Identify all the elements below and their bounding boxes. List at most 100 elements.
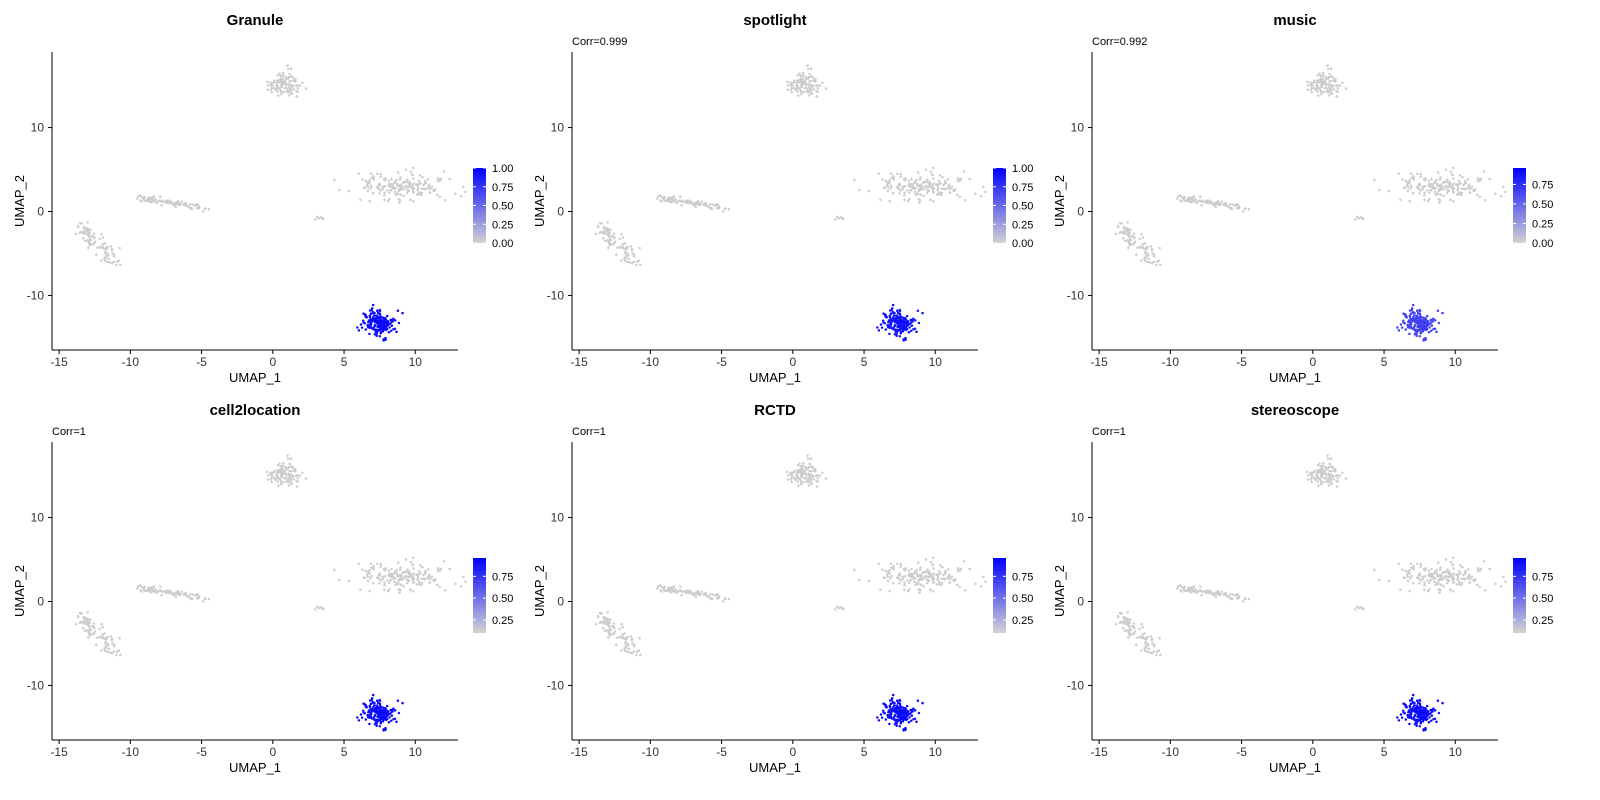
point [886, 579, 890, 583]
point [901, 185, 904, 189]
point [1127, 636, 1130, 640]
colorbar-tick-label: 0.75 [492, 571, 513, 583]
point [1461, 566, 1464, 569]
point [1310, 81, 1314, 84]
colorbar-tick-label: 0.00 [1532, 238, 1553, 250]
point [715, 593, 719, 596]
point [357, 172, 360, 176]
point-highlight [1406, 714, 1409, 717]
point [1405, 573, 1409, 577]
point [606, 227, 609, 230]
point [1423, 185, 1426, 188]
point [276, 475, 279, 479]
point [1482, 170, 1486, 173]
point [637, 649, 641, 652]
point-highlight [1415, 724, 1418, 727]
point [417, 572, 421, 576]
point [1176, 197, 1179, 200]
highlight-points [1396, 693, 1444, 732]
point [1423, 575, 1426, 578]
point-highlight [903, 715, 906, 718]
point [1428, 587, 1431, 591]
point [942, 577, 945, 580]
point [1200, 590, 1204, 593]
point [177, 202, 180, 206]
point [1502, 185, 1505, 189]
point [801, 464, 805, 467]
point [1387, 579, 1390, 583]
point [1421, 187, 1425, 191]
point [700, 200, 703, 204]
point [1136, 246, 1139, 250]
point [659, 194, 662, 197]
x-tick-label: -5 [1236, 745, 1247, 759]
point-highlight [1406, 326, 1410, 329]
point [979, 195, 983, 198]
point [1133, 630, 1137, 633]
y-tick-label: 10 [1071, 511, 1085, 525]
point [1452, 567, 1455, 570]
point [1157, 259, 1161, 262]
point [607, 625, 611, 629]
point [1196, 200, 1200, 203]
point [275, 87, 278, 90]
point [191, 203, 194, 206]
point [1408, 589, 1411, 593]
point [371, 191, 375, 195]
point [1188, 199, 1191, 202]
point [1445, 191, 1449, 195]
point [1328, 87, 1332, 91]
point [1460, 583, 1463, 587]
point [369, 562, 373, 566]
point [1463, 179, 1467, 183]
point [1143, 242, 1147, 245]
point [1310, 471, 1314, 474]
x-tick-label: 10 [929, 355, 943, 369]
point [1460, 187, 1463, 191]
point-highlight [916, 699, 920, 702]
point [1449, 588, 1452, 592]
point [368, 199, 371, 203]
y-tick-label: 0 [557, 594, 564, 608]
point [974, 192, 977, 195]
point [1338, 474, 1342, 478]
point [887, 180, 890, 183]
point [1452, 182, 1455, 186]
point [801, 74, 805, 77]
point [388, 581, 391, 585]
point [1421, 575, 1424, 579]
point [622, 247, 626, 251]
point-highlight [902, 718, 905, 721]
point [1341, 81, 1344, 85]
point-highlight [396, 309, 400, 312]
point [1429, 578, 1432, 582]
point [1118, 621, 1122, 625]
colorbar-tick-label: 0.25 [1532, 615, 1553, 627]
point-highlight [379, 710, 383, 714]
point-highlight [913, 327, 917, 330]
point [408, 570, 411, 573]
point [369, 187, 372, 190]
point-highlight [1418, 329, 1421, 332]
point-highlight [921, 311, 924, 315]
point [172, 203, 176, 206]
point [939, 174, 942, 177]
point-highlight [1431, 710, 1434, 713]
point [393, 180, 397, 183]
point [942, 573, 945, 577]
point [295, 485, 299, 488]
point [1435, 568, 1438, 572]
point [1434, 193, 1438, 197]
point [376, 562, 379, 566]
point-highlight [378, 335, 382, 338]
point [1144, 649, 1147, 652]
point [287, 94, 291, 97]
point [1423, 581, 1426, 584]
point [798, 462, 801, 465]
point [1123, 621, 1126, 625]
point [395, 572, 399, 576]
point [397, 188, 401, 191]
point [1457, 193, 1461, 196]
point [281, 473, 285, 476]
point [1416, 562, 1419, 566]
